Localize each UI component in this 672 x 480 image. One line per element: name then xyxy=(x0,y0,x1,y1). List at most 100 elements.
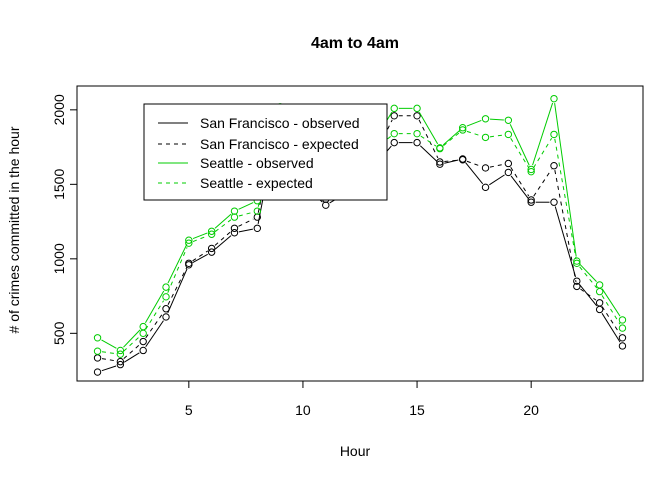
data-point xyxy=(116,357,125,366)
series-line-segment xyxy=(509,124,530,166)
data-point xyxy=(550,198,558,206)
series-line-segment xyxy=(419,145,437,162)
data-point xyxy=(207,248,216,256)
data-point xyxy=(618,334,627,342)
series-line-segment xyxy=(123,344,141,360)
data-point xyxy=(504,130,513,139)
legend-box xyxy=(143,103,388,201)
series-line-segment xyxy=(444,159,459,163)
series-line-segment xyxy=(554,170,577,283)
data-point xyxy=(116,350,125,358)
series-line-segment xyxy=(579,263,597,282)
data-point xyxy=(573,259,581,267)
data-point xyxy=(618,316,627,324)
data-point xyxy=(322,201,330,209)
series-line-segment xyxy=(579,284,598,307)
series-line-segment xyxy=(123,352,140,363)
data-point xyxy=(230,213,239,221)
y-tick-label: 1500 xyxy=(51,169,67,200)
series-line-segment xyxy=(510,175,529,199)
data-point xyxy=(504,168,513,177)
series-line-segment xyxy=(123,335,141,352)
data-point xyxy=(527,165,535,174)
series-line-segment xyxy=(238,228,253,233)
chart-title: 4am to 4am xyxy=(311,35,399,52)
y-axis-label: # of crimes committed in the hour xyxy=(6,126,22,333)
data-point xyxy=(230,207,239,215)
data-point xyxy=(207,230,216,238)
series-line-segment xyxy=(238,202,254,210)
series-line-segment xyxy=(145,300,165,330)
series-line-segment xyxy=(123,329,141,348)
data-point xyxy=(413,104,421,113)
x-tick-label: 5 xyxy=(185,402,193,418)
data-point xyxy=(481,115,490,123)
data-point xyxy=(390,104,398,113)
data-point xyxy=(504,159,513,168)
data-point xyxy=(230,229,239,237)
data-point xyxy=(550,162,558,170)
y-tick-label: 500 xyxy=(51,321,67,345)
series-line-segment xyxy=(510,167,530,197)
series-line-segment xyxy=(372,119,393,159)
data-point xyxy=(139,346,147,355)
y-tick-label: 1000 xyxy=(51,243,67,274)
data-point xyxy=(162,283,170,291)
series-line-segment xyxy=(101,351,116,355)
series-line-segment xyxy=(214,219,232,232)
data-point xyxy=(253,224,261,232)
data-point xyxy=(185,236,193,244)
data-point xyxy=(550,130,558,139)
plot-frame xyxy=(76,85,644,382)
series-line-segment xyxy=(145,290,165,323)
data-point xyxy=(595,305,604,314)
data-point xyxy=(185,239,193,247)
series-line-segment xyxy=(579,266,598,289)
series-line-segment xyxy=(420,135,437,147)
data-point xyxy=(527,198,535,206)
legend-label-seattle-expected: Seattle - expected xyxy=(200,175,313,191)
data-point xyxy=(618,324,627,332)
data-point xyxy=(573,257,581,265)
x-tick-label: 20 xyxy=(523,402,539,418)
series-line-segment xyxy=(489,134,504,138)
series-line-segment xyxy=(466,130,482,137)
series-line-segment xyxy=(418,111,439,145)
data-point xyxy=(436,158,444,166)
series-line-segment xyxy=(489,174,505,186)
series-line-segment xyxy=(554,103,577,257)
data-point xyxy=(595,281,604,289)
x-tick-label: 10 xyxy=(295,402,311,418)
series-line-segment xyxy=(580,288,597,301)
data-point xyxy=(459,156,467,164)
data-point xyxy=(459,124,467,132)
data-point xyxy=(390,129,398,138)
legend-label-sf-observed: San Francisco - observed xyxy=(200,115,360,131)
data-point xyxy=(93,347,102,355)
series-line-segment xyxy=(443,132,460,147)
data-point xyxy=(527,196,535,204)
y-tick-label: 2000 xyxy=(51,94,67,125)
data-point xyxy=(527,167,535,176)
data-point xyxy=(162,313,170,321)
x-tick-label: 15 xyxy=(409,402,425,418)
data-point xyxy=(116,346,125,355)
data-point xyxy=(93,354,102,362)
data-point xyxy=(595,287,604,296)
series-line-segment xyxy=(533,137,553,169)
data-point xyxy=(139,337,147,346)
series-line-segment xyxy=(533,169,552,197)
series-line-segment xyxy=(510,137,530,169)
series-line-segment xyxy=(167,247,188,293)
series-line-segment xyxy=(145,312,164,339)
series-line-segment xyxy=(532,102,554,166)
data-point xyxy=(162,305,170,313)
data-point xyxy=(573,277,581,285)
data-point xyxy=(618,342,627,350)
data-point xyxy=(436,144,444,153)
series-line-segment xyxy=(214,235,232,250)
series-line-segment xyxy=(466,160,482,167)
data-point xyxy=(230,224,239,232)
y-axis: 500 1000 1500 2000 xyxy=(51,94,78,345)
